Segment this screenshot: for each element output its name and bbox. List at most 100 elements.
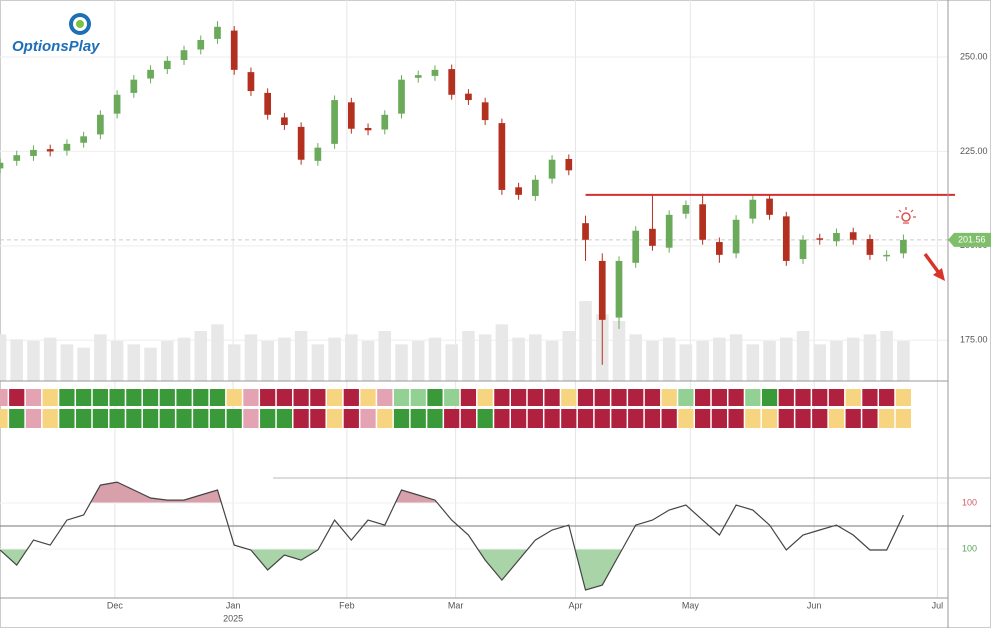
signal-cell <box>9 389 24 406</box>
signal-cell <box>879 389 894 406</box>
volume-bar <box>747 344 760 381</box>
signal-cell <box>745 389 760 406</box>
signal-cell <box>544 389 559 406</box>
volume-bar <box>362 341 375 381</box>
signal-cell <box>176 389 191 406</box>
x-tick-label: May <box>682 600 700 610</box>
volume-bar <box>161 341 174 381</box>
candle-body <box>13 155 20 161</box>
signal-cell <box>494 409 509 428</box>
signal-cell <box>277 409 292 428</box>
signal-cell <box>779 389 794 406</box>
signal-cell <box>611 389 626 406</box>
volume-bar <box>864 334 877 381</box>
signal-cell <box>143 389 158 406</box>
signal-cell <box>862 389 877 406</box>
signal-cell <box>210 409 225 428</box>
signal-cell <box>795 389 810 406</box>
candle-body <box>599 261 606 320</box>
signal-cell <box>411 409 426 428</box>
candle-body <box>699 204 706 239</box>
x-tick-label: Jun <box>807 600 822 610</box>
signal-cell <box>745 409 760 428</box>
signal-cell <box>394 409 409 428</box>
volume-bar <box>880 331 893 381</box>
candle-body <box>164 61 171 69</box>
signal-cell <box>294 409 309 428</box>
volume-bar <box>44 338 57 381</box>
signal-cell <box>678 409 693 428</box>
candle-body <box>515 187 522 195</box>
signal-cell <box>310 409 325 428</box>
signal-cell <box>846 409 861 428</box>
volume-bar <box>278 338 291 381</box>
signal-cell <box>277 389 292 406</box>
signal-cell <box>327 389 342 406</box>
signal-cell <box>444 409 459 428</box>
signal-cell <box>327 409 342 428</box>
candle-body <box>130 80 137 93</box>
volume-bar <box>462 331 475 381</box>
candle-body <box>348 102 355 128</box>
candle-body <box>716 242 723 255</box>
signal-cell <box>494 389 509 406</box>
volume-bar <box>395 344 408 381</box>
candle-body <box>867 239 874 255</box>
candle-body <box>398 80 405 114</box>
x-tick-label: Jan <box>226 600 241 610</box>
candle-body <box>499 123 506 190</box>
volume-bar <box>379 331 392 381</box>
volume-bar <box>713 338 726 381</box>
signal-cell <box>444 389 459 406</box>
signal-cell <box>645 389 660 406</box>
candle-body <box>181 50 188 60</box>
signal-cell <box>93 389 108 406</box>
signal-cell <box>176 409 191 428</box>
signal-cell <box>896 389 911 406</box>
candle-body <box>315 148 322 161</box>
signal-cell <box>126 409 141 428</box>
volume-bar <box>847 338 860 381</box>
volume-bar <box>797 331 810 381</box>
signal-cell <box>59 389 74 406</box>
volume-bar <box>61 344 74 381</box>
signal-cell <box>712 389 727 406</box>
signal-cell <box>427 409 442 428</box>
candle-body <box>432 70 439 76</box>
signal-cell <box>210 389 225 406</box>
volume-bar <box>111 341 124 381</box>
x-tick-label: Mar <box>448 600 464 610</box>
signal-cell <box>126 389 141 406</box>
volume-bar <box>94 334 107 381</box>
signal-cell <box>578 409 593 428</box>
candle-body <box>114 95 121 114</box>
signal-cell <box>695 409 710 428</box>
candle-body <box>30 150 37 156</box>
candle-body <box>331 100 338 144</box>
volume-bar <box>77 348 90 381</box>
candle-body <box>632 231 639 263</box>
volume-bar <box>128 344 141 381</box>
signal-cell <box>678 389 693 406</box>
candle-body <box>582 223 589 240</box>
volume-bar <box>211 324 224 381</box>
signal-cell <box>310 389 325 406</box>
candle-body <box>415 75 422 78</box>
candle-body <box>833 233 840 241</box>
volume-bar <box>496 324 509 381</box>
signal-cell <box>611 409 626 428</box>
volume-bar <box>529 334 542 381</box>
signal-cell <box>9 409 24 428</box>
candle-body <box>666 215 673 248</box>
year-label: 2025 <box>223 613 243 623</box>
volume-bar <box>178 338 191 381</box>
signal-cell <box>662 389 677 406</box>
candle-body <box>264 93 271 115</box>
signal-cell <box>26 389 41 406</box>
signal-cell <box>160 389 175 406</box>
signal-cell <box>227 389 242 406</box>
volume-bar <box>613 321 626 381</box>
signal-cell <box>227 409 242 428</box>
volume-bar <box>546 341 559 381</box>
volume-bar <box>245 334 258 381</box>
